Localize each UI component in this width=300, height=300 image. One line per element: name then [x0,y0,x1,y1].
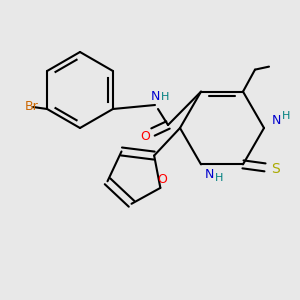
Text: H: H [215,173,223,183]
Text: H: H [161,92,169,102]
Text: O: O [158,173,167,186]
Text: N: N [271,113,281,127]
Text: H: H [282,111,290,121]
Text: N: N [204,168,214,181]
Text: O: O [140,130,150,143]
Text: Br: Br [25,100,39,112]
Text: S: S [272,162,280,176]
Text: N: N [150,91,160,103]
